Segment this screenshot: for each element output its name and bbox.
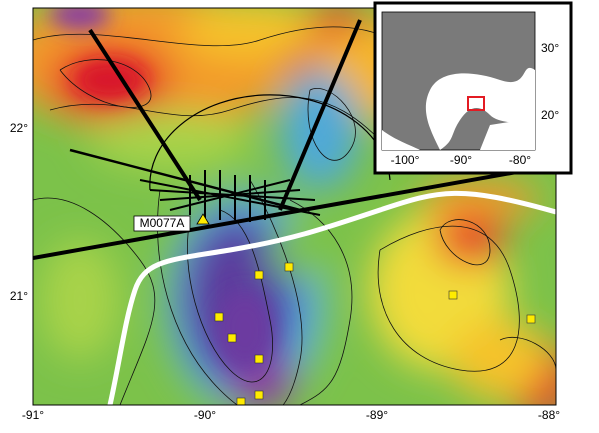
x-axis: -91° -90° -89° -88°	[22, 408, 560, 422]
y-tick-label: 21°	[10, 289, 28, 303]
x-tick-label: -88°	[538, 408, 560, 422]
site-label-box	[133, 215, 191, 232]
map-frame	[32, 7, 557, 406]
coastline	[107, 190, 556, 405]
ocean-water	[382, 118, 535, 150]
x-tick-label: -89°	[366, 408, 388, 422]
x-tick-label: -90°	[194, 408, 216, 422]
study-area	[467, 96, 485, 111]
inset-x-tick-label: -80°	[509, 153, 531, 167]
inset-y-tick-label: 30°	[541, 41, 559, 55]
x-tick-label: -91°	[22, 408, 44, 422]
y-axis: 22° 21°	[10, 121, 28, 303]
y-tick-label: 22°	[10, 121, 28, 135]
sample-sites	[214, 262, 536, 405]
gulf-water	[425, 67, 535, 150]
inset-y-tick-label: 20°	[541, 108, 559, 122]
inset-x-tick-label: -100°	[391, 153, 420, 167]
site-marker	[196, 213, 210, 225]
inset-map: 30° 20° -100° -90° -80°	[373, 1, 573, 175]
inset-x-tick-label: -90°	[450, 153, 472, 167]
survey-lines	[33, 19, 556, 260]
site-label: M0077A	[140, 216, 185, 230]
